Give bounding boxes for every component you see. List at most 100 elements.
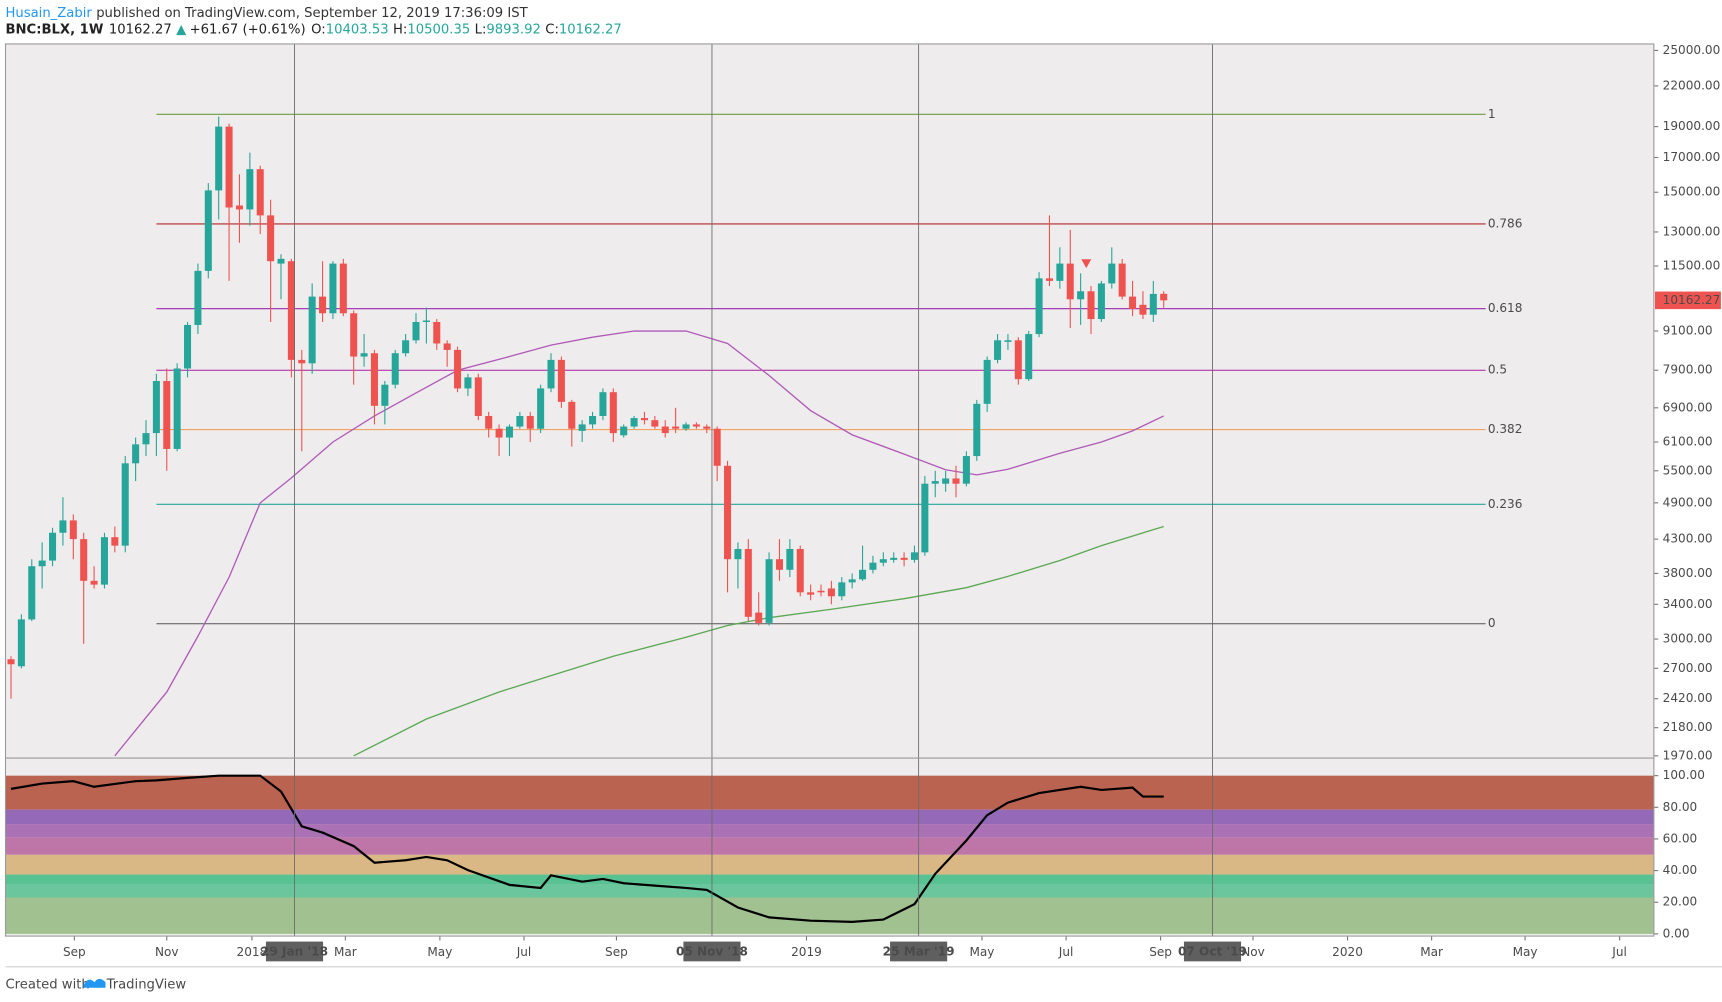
x-tick-label: May — [1513, 945, 1538, 959]
candle-body — [152, 381, 160, 434]
candle-body — [786, 548, 794, 570]
y-tick-label: 4900.00 — [1663, 495, 1713, 509]
candle-body — [848, 579, 856, 583]
o-label: O: — [311, 23, 326, 38]
x-tick-label: Jul — [1058, 945, 1074, 959]
author[interactable]: Husain_Zabir — [5, 6, 92, 21]
candle-body — [1160, 293, 1168, 301]
band — [5, 897, 1654, 934]
candle-body — [412, 321, 420, 341]
symbol: BNC:BLX, 1W — [5, 23, 103, 38]
moving-average — [114, 330, 1165, 757]
candle-body — [17, 619, 25, 667]
candle-body — [1077, 291, 1085, 300]
y-tick-label: 6900.00 — [1663, 400, 1713, 414]
x-tick-label: May — [969, 945, 994, 959]
x-tick-label: Sep — [63, 945, 86, 959]
fib-label: 0.5 — [1488, 363, 1507, 377]
y-tick-label: 100.00 — [1663, 768, 1705, 782]
h-value: 10500.35 — [407, 23, 470, 38]
candle-body — [173, 368, 181, 449]
y-tick-label: 40.00 — [1663, 863, 1698, 877]
candle-body — [464, 377, 472, 389]
candle-body — [537, 388, 545, 429]
candle-body — [194, 270, 202, 325]
candle-body — [640, 418, 648, 421]
y-tick-label: 11500.00 — [1663, 259, 1721, 273]
band — [5, 824, 1654, 838]
y-tick-label: 4300.00 — [1663, 532, 1713, 546]
header-line-2: BNC:BLX, 1W 10162.27 ▲ +61.67 (+0.61%) O:104… — [5, 23, 621, 38]
candle-body — [308, 296, 316, 364]
x-tick-label: Nov — [155, 945, 179, 959]
y-tick-label: 6100.00 — [1663, 435, 1713, 449]
candle-body — [910, 552, 918, 560]
brand-logo — [83, 978, 106, 988]
candle-body — [869, 562, 877, 570]
candle-body — [900, 557, 908, 560]
candle-body — [433, 321, 441, 344]
candle-body — [1004, 340, 1012, 342]
y-tick-label: 1970.00 — [1663, 748, 1713, 762]
x-tick-label: May — [427, 945, 452, 959]
candle-body — [443, 343, 451, 350]
x-tick-label: 2020 — [1332, 945, 1363, 959]
marker-label: 07 Oct '19 — [1178, 945, 1247, 959]
candle-body — [235, 205, 243, 210]
last-price-label: 10162.27 — [1663, 293, 1721, 307]
candle-body — [578, 424, 586, 431]
header-line-1: Husain_Zabir published on TradingView.com… — [5, 6, 528, 21]
candle-body — [775, 559, 783, 570]
price: 10162.27 — [109, 23, 172, 38]
candle-body — [838, 582, 846, 597]
candle-body — [1056, 263, 1064, 281]
candle-body — [994, 340, 1002, 360]
band — [5, 874, 1654, 885]
candle-body — [526, 415, 534, 429]
candle-body — [589, 415, 597, 425]
candle-body — [277, 258, 285, 264]
candle-body — [827, 588, 835, 597]
candle-body — [609, 392, 617, 434]
candle-body — [298, 359, 306, 364]
candle-body — [879, 559, 887, 563]
candle-body — [1149, 293, 1157, 315]
candle-body — [100, 537, 108, 585]
y-tick-label: 80.00 — [1663, 800, 1698, 814]
candle-body — [360, 353, 368, 357]
y-tick-label: 9100.00 — [1663, 323, 1713, 337]
o-value: 10403.53 — [326, 23, 389, 38]
x-tick-label: 2018 — [237, 945, 268, 959]
y-tick-label: 5500.00 — [1663, 463, 1713, 477]
y-tick-label: 3400.00 — [1663, 597, 1713, 611]
candle-body — [1087, 291, 1095, 320]
candle-body — [796, 548, 804, 593]
c-value: 10162.27 — [559, 23, 622, 38]
candle-body — [80, 539, 88, 581]
fib-label: 0.618 — [1488, 301, 1523, 315]
candle-body — [983, 359, 991, 404]
y-tick-label: 0.00 — [1663, 926, 1690, 940]
candle-body — [381, 384, 389, 406]
marker-box — [890, 941, 948, 962]
fib-label: 0.382 — [1488, 422, 1523, 436]
candle-body — [339, 263, 347, 314]
footer-brand[interactable]: TradingView — [106, 977, 187, 992]
indicator-line — [10, 774, 1164, 924]
candle-body — [474, 377, 482, 416]
published: published on TradingView.com, September … — [96, 6, 528, 21]
fib-label: 0.236 — [1488, 497, 1523, 511]
candle-body — [1118, 263, 1126, 297]
marker-label: 29 Jan '18 — [261, 945, 328, 959]
band — [5, 809, 1654, 825]
candle-body — [422, 320, 430, 322]
l-label: L: — [475, 23, 487, 38]
candle-body — [734, 548, 742, 560]
candle-body — [246, 169, 254, 210]
candle-body — [49, 532, 57, 561]
band — [5, 884, 1654, 898]
candle-body — [505, 426, 513, 438]
y-tick-label: 60.00 — [1663, 831, 1698, 845]
candle-body — [350, 313, 358, 357]
